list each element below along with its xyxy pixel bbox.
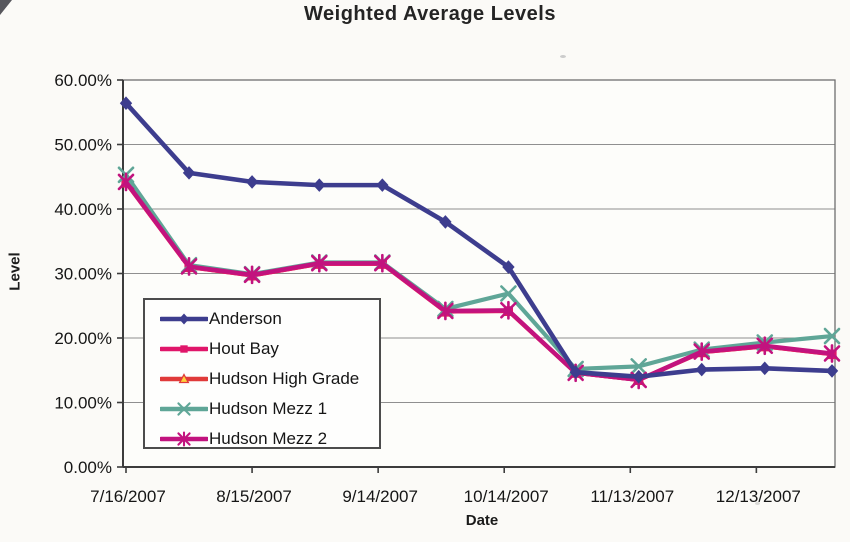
x-tick-label: 9/14/2007	[342, 487, 418, 506]
x-axis-title: Date	[465, 512, 499, 529]
legend: Anderson Hout Bay Hudson High Grade Hudson …	[143, 298, 381, 449]
diamond-marker	[695, 362, 708, 377]
legend-swatch-triangle	[160, 373, 208, 384]
legend-label: Hout Bay	[209, 339, 279, 358]
x-marker	[500, 285, 517, 302]
y-tick-label: 30.00%	[54, 265, 112, 284]
diamond-marker	[502, 260, 515, 274]
series-line-hudson-mezz-2	[123, 179, 835, 383]
diamond-marker	[825, 364, 839, 378]
legend-label: Anderson	[209, 309, 282, 328]
legend-item-anderson: Anderson	[160, 304, 379, 334]
asterisk-marker	[756, 336, 774, 356]
scan-speck	[755, 502, 760, 505]
series-line-anderson	[123, 100, 835, 380]
x-tick-label: 8/15/2007	[216, 487, 292, 506]
legend-label: Hudson Mezz 1	[209, 399, 328, 418]
chart-title: Weighted Average Levels	[304, 3, 556, 25]
legend-item-hudson-mezz-2: Hudson Mezz 2	[160, 424, 379, 454]
x-marker	[823, 327, 841, 345]
legend-swatch-x	[160, 402, 208, 416]
diamond-marker	[245, 175, 259, 189]
scan-speck	[560, 55, 566, 58]
y-tick-label: 0.00%	[64, 458, 112, 477]
y-tick-label: 10.00%	[54, 394, 112, 413]
legend-swatch-asterisk	[160, 431, 208, 447]
asterisk-marker	[693, 342, 711, 361]
asterisk-marker	[823, 344, 841, 363]
legend-item-hout-bay: Hout Bay	[160, 334, 379, 364]
diamond-marker	[632, 369, 645, 384]
diamond-marker	[313, 178, 326, 192]
legend-item-hudson-high-grade: Hudson High Grade	[160, 364, 379, 394]
diamond-marker	[439, 215, 452, 229]
legend-swatch-diamond	[160, 313, 208, 325]
square-marker	[180, 345, 188, 353]
y-tick-label: 60.00%	[54, 71, 112, 90]
asterisk-marker	[500, 300, 517, 320]
x-tick-label: 10/14/2007	[464, 487, 549, 506]
asterisk-marker	[311, 253, 328, 273]
diamond-marker	[179, 313, 189, 325]
legend-label: Hudson Mezz 2	[209, 429, 328, 448]
asterisk-marker	[180, 257, 198, 276]
diamond-marker	[758, 361, 771, 376]
y-tick-label: 20.00%	[54, 329, 112, 348]
asterisk-marker	[437, 301, 454, 321]
diamond-marker	[119, 96, 133, 111]
asterisk-marker	[243, 265, 261, 285]
scan-corner-artifact	[0, 0, 12, 15]
diamond-marker	[569, 365, 582, 379]
x-marker	[630, 358, 647, 375]
legend-item-hudson-mezz-1: Hudson Mezz 1	[160, 394, 379, 424]
legend-swatch-square	[160, 345, 208, 353]
y-tick-label: 50.00%	[54, 136, 112, 155]
x-tick-label: 11/13/2007	[590, 487, 674, 506]
x-tick-label: 7/16/2007	[90, 487, 166, 506]
triangle-marker	[178, 373, 190, 384]
x-tick-label: 12/13/2007	[716, 487, 801, 506]
legend-label: Hudson High Grade	[209, 369, 360, 388]
y-tick-label: 40.00%	[54, 200, 112, 219]
x-marker	[177, 402, 191, 416]
diamond-marker	[376, 178, 389, 192]
asterisk-marker	[374, 253, 391, 273]
asterisk-marker	[177, 431, 191, 447]
asterisk-marker	[117, 172, 135, 192]
diamond-marker	[182, 166, 196, 180]
